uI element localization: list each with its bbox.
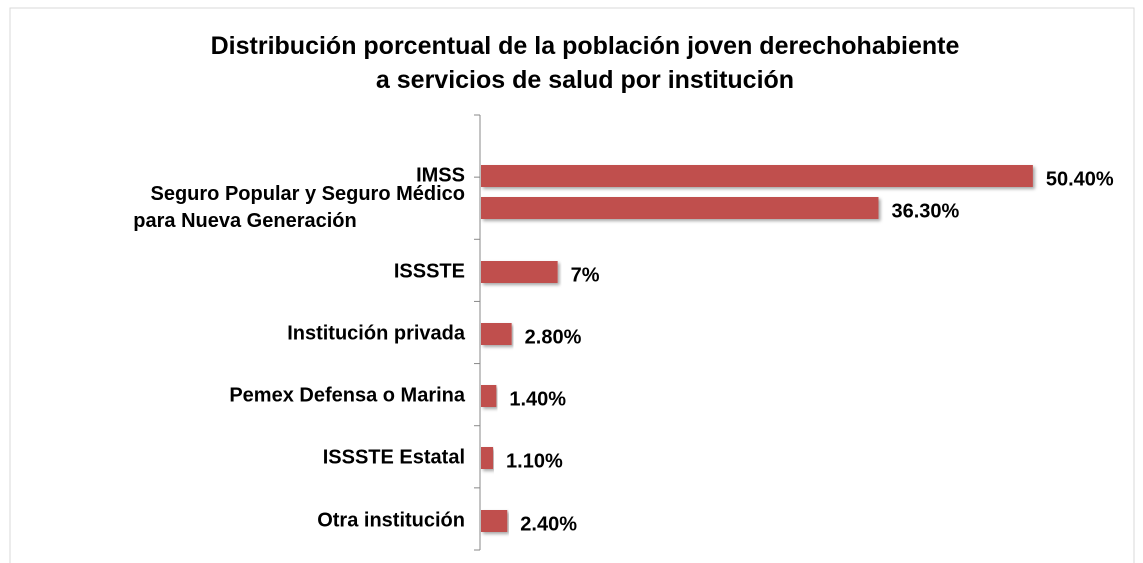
text-line: Seguro Popular y Seguro Médico xyxy=(151,183,466,205)
value-label: 7% xyxy=(571,264,600,286)
category-label: IMSS xyxy=(416,164,465,186)
text-line: Distribución porcentual de la población … xyxy=(211,32,960,60)
category-label: Pemex Defensa o Marina xyxy=(229,384,466,406)
text-line: a servicios de salud por institución xyxy=(376,66,794,94)
bar xyxy=(481,510,508,532)
chart-title: Distribución porcentual de la población … xyxy=(211,32,960,94)
bar xyxy=(481,197,879,219)
category-label: Seguro Popular y Seguro Médico para Nueva… xyxy=(133,183,465,232)
text-line: para Nueva Generación xyxy=(133,210,356,232)
chart-frame xyxy=(9,7,1135,563)
bar xyxy=(481,385,497,407)
category-label: ISSSTE xyxy=(394,260,465,282)
value-label: 2.80% xyxy=(525,326,582,348)
category-label: Otra institución xyxy=(317,509,465,531)
value-label: 36.30% xyxy=(891,200,959,222)
value-label: 50.40% xyxy=(1046,168,1114,190)
value-label: 1.40% xyxy=(509,388,566,410)
bar xyxy=(481,447,494,469)
value-label: 2.40% xyxy=(520,513,577,535)
value-label: 1.10% xyxy=(506,450,563,472)
category-label: ISSSTE Estatal xyxy=(323,446,465,468)
category-label: Institución privada xyxy=(287,322,466,344)
bar xyxy=(481,165,1033,187)
bar xyxy=(481,323,512,345)
bar xyxy=(481,261,558,283)
